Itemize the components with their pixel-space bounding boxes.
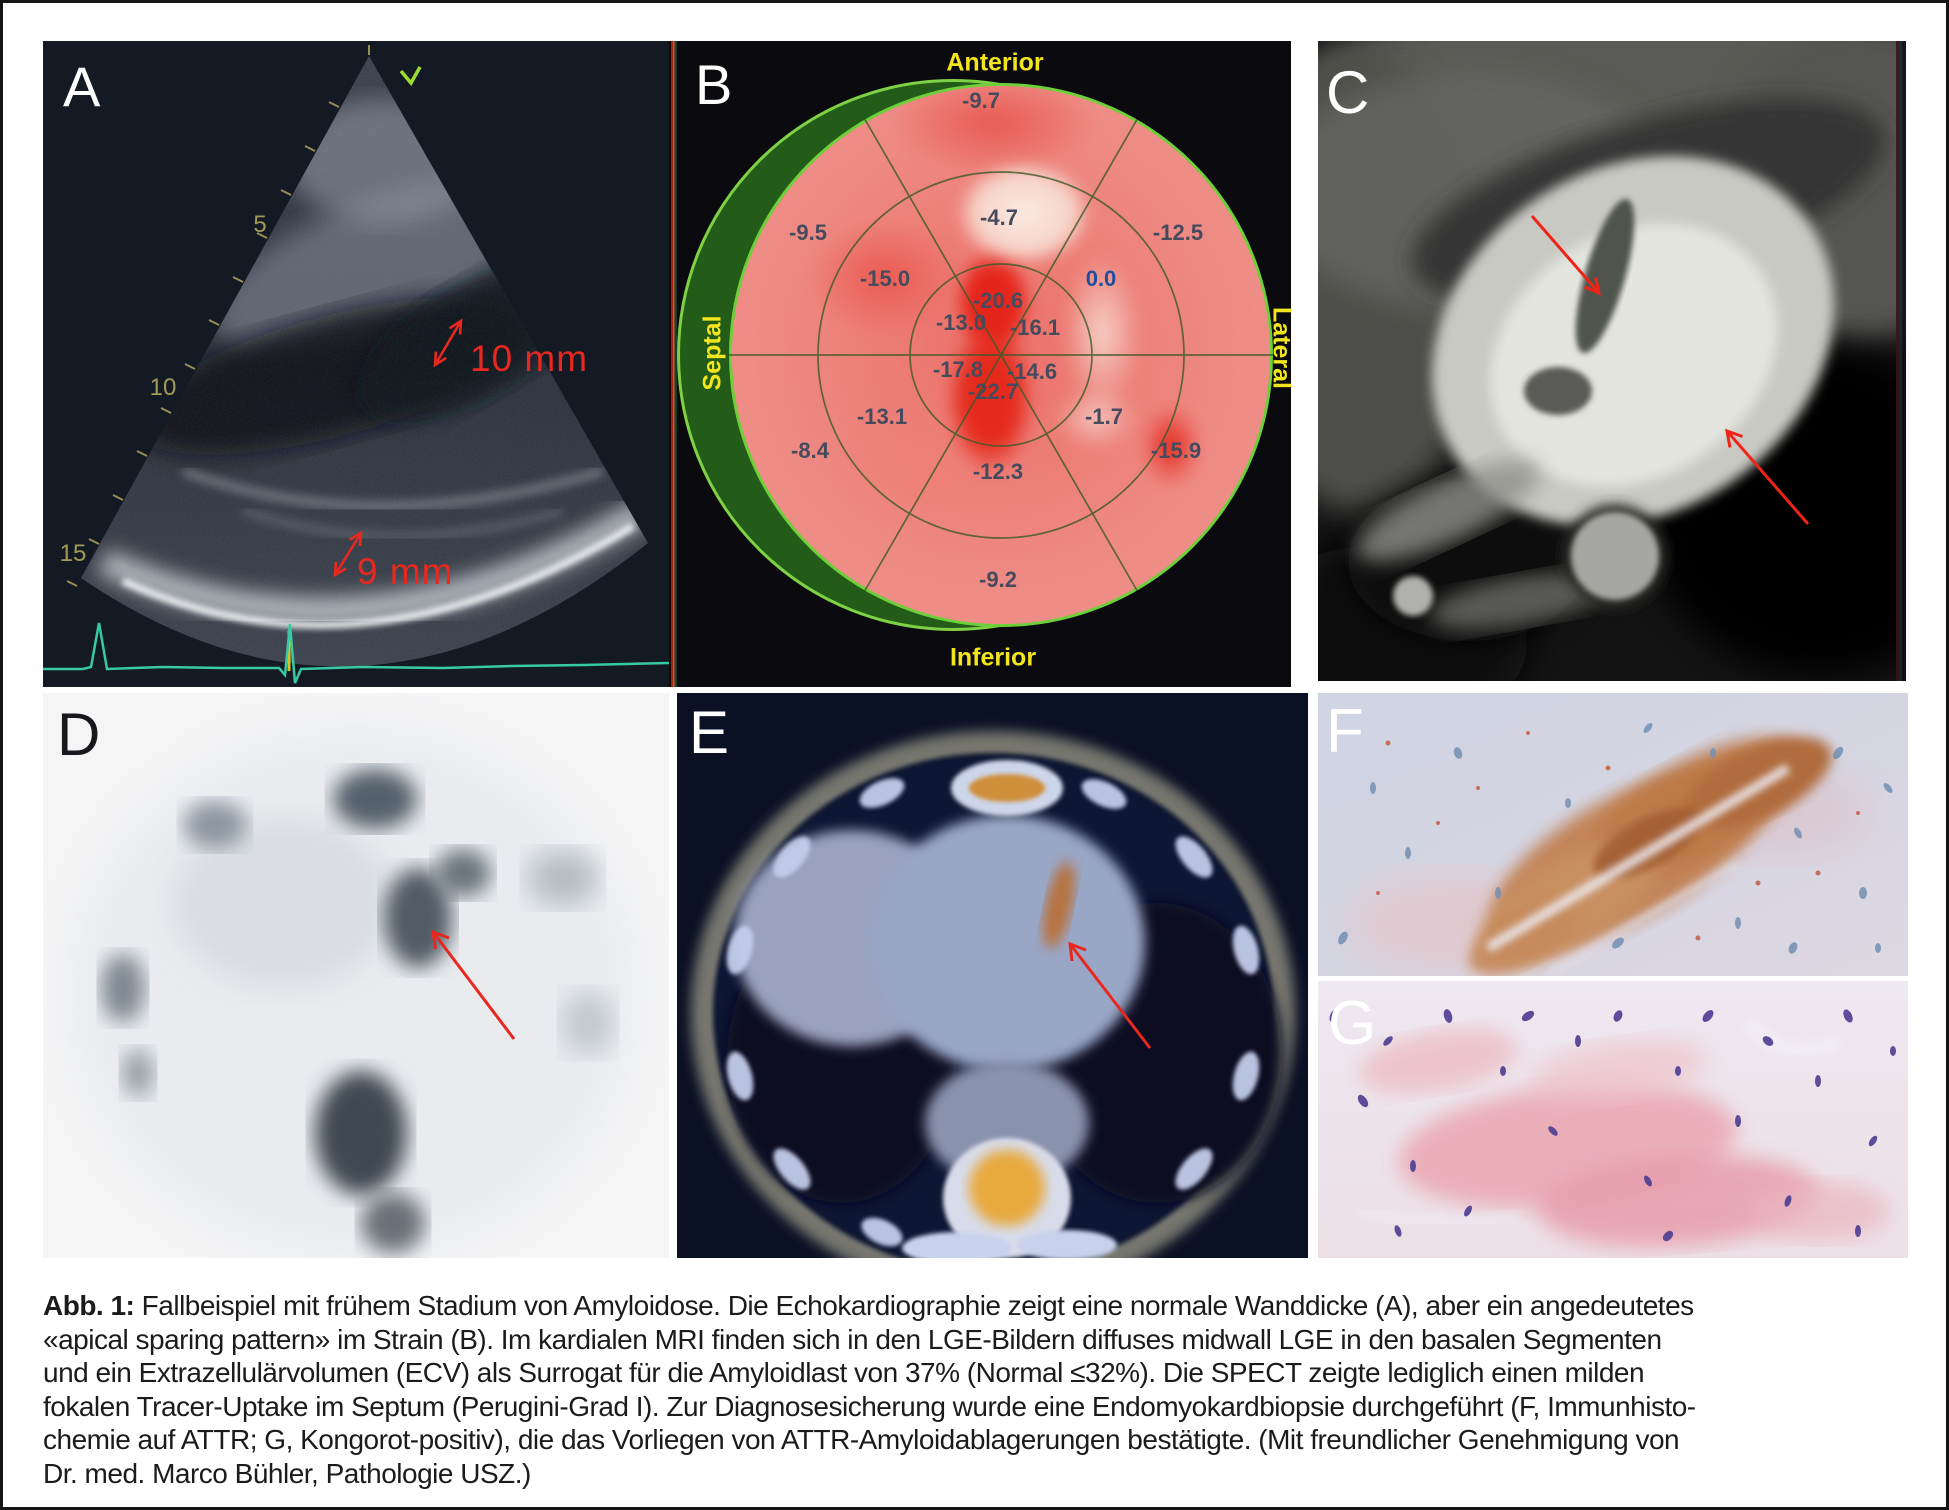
- ct-heart: [869, 815, 1145, 1071]
- panel-divider: [669, 41, 677, 687]
- caption-line: Fallbeispiel mit frühem Stadium von Amyl…: [141, 1290, 1694, 1321]
- nuclei-dots: [1338, 723, 1893, 954]
- caption-line: chemie auf ATTR; G, Kongorot-positiv), d…: [43, 1424, 1680, 1455]
- panel-strain-bullseye: B Anterior Inferior Septal Lateral -9.7 …: [677, 41, 1291, 687]
- mri-lv-cavity: [1575, 198, 1635, 354]
- strain-value: -15.9: [1150, 438, 1202, 463]
- panel-label: F: [1326, 697, 1364, 766]
- panel-label: G: [1328, 989, 1377, 1058]
- strain-value: -16.1: [1009, 315, 1061, 340]
- histology-attr-image: [1318, 693, 1908, 976]
- stain-specks: [1376, 731, 1860, 941]
- congo-red-amyloid: [1359, 1028, 1888, 1247]
- strain-value: -9.2: [979, 567, 1017, 592]
- depth-marker-10: 10: [149, 374, 177, 401]
- measurement-10mm: 10 mm: [470, 338, 589, 379]
- ecg-trace: [43, 622, 669, 684]
- fusion-image: [677, 693, 1308, 1258]
- panel-congo-red: G: [1318, 981, 1908, 1258]
- strain-value: -9.5: [789, 220, 827, 245]
- panel-spect: D: [43, 693, 669, 1258]
- caption-line: fokalen Tracer-Uptake im Septum (Perugin…: [43, 1390, 1696, 1422]
- finding-arrow-icon: [1725, 428, 1810, 525]
- strain-value: -14.6: [1006, 359, 1058, 384]
- bullseye-label-inferior: Inferior: [949, 643, 1037, 672]
- panel-label: D: [57, 701, 101, 768]
- echo-sector-image: [66, 45, 648, 667]
- depth-marker-15: 15: [59, 540, 87, 567]
- finding-arrow-icon: [1068, 941, 1152, 1049]
- panel-label: C: [1326, 59, 1370, 126]
- bullseye-grid: [729, 119, 1273, 591]
- strain-value: -4.7: [980, 205, 1018, 230]
- panel-label: A: [63, 55, 101, 118]
- fusion-septal-uptake: [1043, 861, 1075, 949]
- ct-ribs: [726, 778, 1260, 1247]
- strain-value: -8.4: [791, 438, 829, 463]
- caption-line: «apical sparing pattern» im Strain (B). …: [43, 1323, 1662, 1355]
- caption-line: und ein Extrazellulärvolumen (ECV) als S…: [43, 1357, 1645, 1388]
- caliper-arrow-icon: [433, 318, 463, 368]
- bullseye-label-lateral: Lateral: [1267, 307, 1292, 389]
- figure-caption: Abb. 1: Fallbeispiel mit frühem Stadium …: [43, 1289, 1923, 1490]
- strain-value: -22.7: [967, 379, 1019, 404]
- finding-arrow-icon: [1530, 215, 1602, 296]
- mri-aorta: [1571, 512, 1659, 600]
- spect-image: [43, 693, 669, 1258]
- strain-value: -9.7: [962, 88, 1000, 113]
- caption-line: Dr. med. Marco Bühler, Pathologie USZ.): [43, 1457, 531, 1489]
- panel-cardiac-mri: C: [1318, 41, 1906, 681]
- strain-value: -12.3: [972, 459, 1024, 484]
- bullseye-label-anterior: Anterior: [946, 48, 1044, 77]
- finding-arrow-icon: [431, 929, 516, 1040]
- strain-value-zero: 0.0: [1085, 266, 1117, 291]
- caption-label: Abb. 1:: [43, 1290, 135, 1321]
- strain-value: -15.0: [859, 266, 911, 291]
- strain-value: -12.5: [1152, 220, 1204, 245]
- strain-value: -13.1: [856, 404, 908, 429]
- depth-ticks: [66, 45, 370, 587]
- panel-label: E: [689, 699, 730, 766]
- strain-value: -13.0: [935, 310, 987, 335]
- panel-spect-ct-fusion: E: [677, 693, 1308, 1258]
- bullseye-label-septal: Septal: [698, 315, 727, 391]
- panel-immunohistochemistry: F: [1318, 693, 1908, 976]
- caliper-arrow-icon: [333, 530, 363, 578]
- nuclei-dots: [1329, 1009, 1896, 1242]
- measurement-9mm: 9 mm: [357, 551, 454, 592]
- strain-value: -17.8: [932, 357, 984, 382]
- depth-marker-5: 5: [253, 211, 267, 238]
- mri-image: [1318, 41, 1906, 681]
- panel-echocardiography: A 5 10 15 10 mm 9 mm: [43, 41, 669, 687]
- panel-label: B: [695, 53, 733, 116]
- strain-value: -20.6: [972, 288, 1024, 313]
- strain-value: -1.7: [1085, 404, 1123, 429]
- apex-v-marker-icon: [399, 66, 422, 87]
- histology-congo-image: [1318, 981, 1908, 1258]
